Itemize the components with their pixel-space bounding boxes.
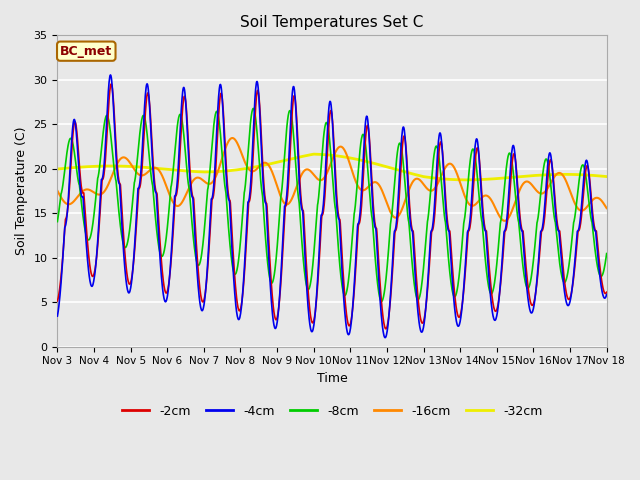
X-axis label: Time: Time bbox=[317, 372, 348, 385]
Y-axis label: Soil Temperature (C): Soil Temperature (C) bbox=[15, 127, 28, 255]
Text: BC_met: BC_met bbox=[60, 45, 113, 58]
Title: Soil Temperatures Set C: Soil Temperatures Set C bbox=[241, 15, 424, 30]
Legend: -2cm, -4cm, -8cm, -16cm, -32cm: -2cm, -4cm, -8cm, -16cm, -32cm bbox=[116, 400, 547, 423]
